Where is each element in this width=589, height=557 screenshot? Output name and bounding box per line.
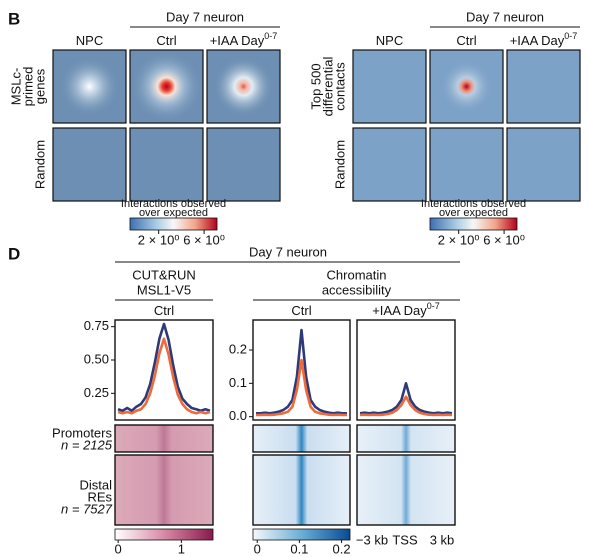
panel-label: D (8, 244, 20, 263)
profile-line (359, 382, 453, 415)
heatmap (206, 127, 281, 202)
column-header-text: Ctrl (456, 33, 476, 48)
colorbar-title: over expected (439, 207, 508, 219)
section-title: accessibility (322, 282, 392, 297)
column-header-text: Ctrl (154, 303, 174, 318)
column-header-text: Ctrl (291, 303, 311, 318)
colorbar-tick-label: 2 × 10⁰ (438, 232, 480, 247)
heatmap-signal (130, 50, 203, 123)
heatmap (252, 424, 351, 453)
column-header-sup: 0-7 (564, 31, 577, 41)
profile-line (117, 322, 211, 412)
row-label: genes (32, 68, 47, 104)
section-title: MSL1-V5 (137, 282, 191, 297)
group-header: Day 7 neuron (466, 9, 544, 24)
x-label: TSS (392, 532, 418, 547)
row-count: n = 7527 (61, 501, 113, 516)
column-header: Ctrl (154, 303, 174, 318)
row-label: primed (20, 67, 35, 107)
y-tick-label: 0.0 (229, 408, 247, 423)
column-header-text: Ctrl (156, 33, 176, 48)
colorbar-tick-label: 2 × 10⁰ (138, 232, 180, 247)
heatmap (352, 49, 427, 124)
section-title: CUT&RUN (132, 267, 196, 282)
column-header-text: +IAA Day (372, 303, 427, 318)
column-header: NPC (376, 33, 403, 48)
column-header-text: NPC (376, 33, 403, 48)
heatmap (356, 454, 456, 526)
colorbar-tick-label: 0.2 (333, 541, 351, 556)
row-label: MSLc- (8, 68, 23, 106)
profile-frame (356, 319, 456, 421)
colorbar-title: Interactions observed (121, 198, 226, 210)
y-tick-label: 0.50 (84, 351, 109, 366)
row-count: n = 2125 (61, 437, 113, 452)
colorbar-tick-label: 0.1 (290, 541, 308, 556)
y-tick-label: 0.1 (229, 375, 247, 390)
section-header: Day 7 neuron (249, 244, 327, 259)
column-header: Ctrl (291, 303, 311, 318)
panel-label: B (8, 9, 20, 28)
heatmap (114, 424, 214, 453)
y-tick-label: 0.75 (84, 318, 109, 333)
profile-frame (252, 319, 351, 421)
colorbar (429, 217, 518, 231)
column-header: +IAA Day0-7 (210, 31, 278, 48)
colorbar (114, 528, 214, 541)
row-label: Promoters (52, 425, 112, 440)
heatmap-signal (59, 56, 120, 117)
column-header: Ctrl (456, 33, 476, 48)
profile-line (256, 328, 347, 415)
column-header-sup: 0-7 (427, 301, 440, 311)
profile-frame (114, 319, 214, 421)
column-header-text: NPC (76, 33, 103, 48)
colorbar-title: over expected (139, 207, 208, 219)
row-label: Top 500 (308, 63, 323, 109)
row-label: Random (32, 140, 47, 189)
heatmap (52, 127, 127, 202)
heatmap (129, 127, 204, 202)
heatmap-signal (440, 60, 493, 113)
colorbar-tick-label: 6 × 10⁰ (483, 232, 525, 247)
column-header: +IAA Day0-7 (372, 301, 440, 318)
heatmap (506, 127, 581, 202)
row-label: REs (87, 489, 112, 504)
profile-line (117, 337, 211, 415)
profile-line (359, 395, 453, 417)
section-title: Chromatin (327, 267, 387, 282)
heatmap (506, 49, 581, 124)
heatmap (252, 454, 351, 526)
column-header-text: +IAA Day (210, 33, 265, 48)
x-label: −3 kb (356, 532, 388, 547)
heatmap (356, 424, 456, 453)
column-header: +IAA Day0-7 (510, 31, 578, 48)
row-label: differential (320, 57, 335, 117)
column-header-text: +IAA Day (510, 33, 565, 48)
y-tick-label: 0.25 (84, 385, 109, 400)
heatmap (352, 127, 427, 202)
row-label: contacts (332, 62, 347, 111)
x-label: 3 kb (430, 532, 455, 547)
column-header: Ctrl (156, 33, 176, 48)
y-tick-label: 0.2 (229, 341, 247, 356)
heatmap-signal (213, 56, 274, 117)
row-label: Distal (79, 477, 112, 492)
group-header: Day 7 neuron (166, 9, 244, 24)
colorbar (252, 528, 351, 541)
colorbar (129, 217, 218, 231)
column-header: NPC (76, 33, 103, 48)
row-label: Random (332, 140, 347, 189)
colorbar-tick-label: 6 × 10⁰ (183, 232, 225, 247)
profile-line (256, 358, 347, 417)
colorbar-tick-label: 1 (178, 541, 185, 556)
colorbar-tick-label: 0 (115, 541, 122, 556)
column-header-sup: 0-7 (264, 31, 277, 41)
heatmap (429, 127, 504, 202)
heatmap (114, 454, 214, 526)
colorbar-tick-label: 0 (254, 541, 261, 556)
colorbar-title: Interactions observed (421, 198, 526, 210)
